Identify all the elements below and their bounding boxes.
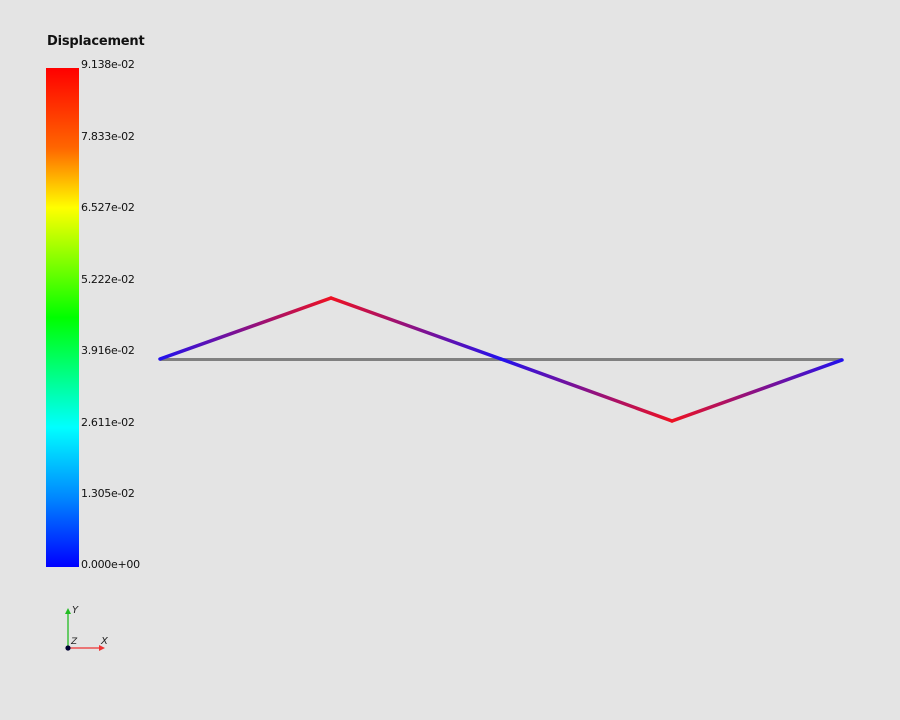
- colorbar-label-max: 9.138e-02: [81, 58, 135, 71]
- deformed-segment: [499, 357, 674, 423]
- colorbar-label: 3.916e-02: [81, 344, 135, 357]
- deformed-segment: [670, 358, 844, 423]
- colorbar-label: 1.305e-02: [81, 487, 135, 500]
- x-axis-label: X: [100, 636, 109, 647]
- colorbar-title: Displacement: [47, 34, 145, 49]
- colorbar-label-min: 0.000e+00: [81, 558, 140, 571]
- colorbar-label: 5.222e-02: [81, 273, 135, 286]
- y-axis-arrow: [65, 608, 71, 614]
- colorbar-gradient: [46, 68, 79, 567]
- colorbar-label: 7.833e-02: [81, 130, 135, 143]
- x-axis-arrow: [99, 645, 105, 651]
- deformed-segment: [329, 296, 503, 361]
- z-axis-origin: [65, 645, 71, 651]
- z-axis-label: Z: [70, 637, 78, 647]
- orientation-axes-icon: Y X Z: [65, 605, 109, 651]
- colorbar-label: 2.611e-02: [81, 416, 135, 429]
- colorbar-label: 6.527e-02: [81, 201, 135, 214]
- deformed-segment: [158, 296, 333, 361]
- y-axis-label: Y: [72, 605, 79, 616]
